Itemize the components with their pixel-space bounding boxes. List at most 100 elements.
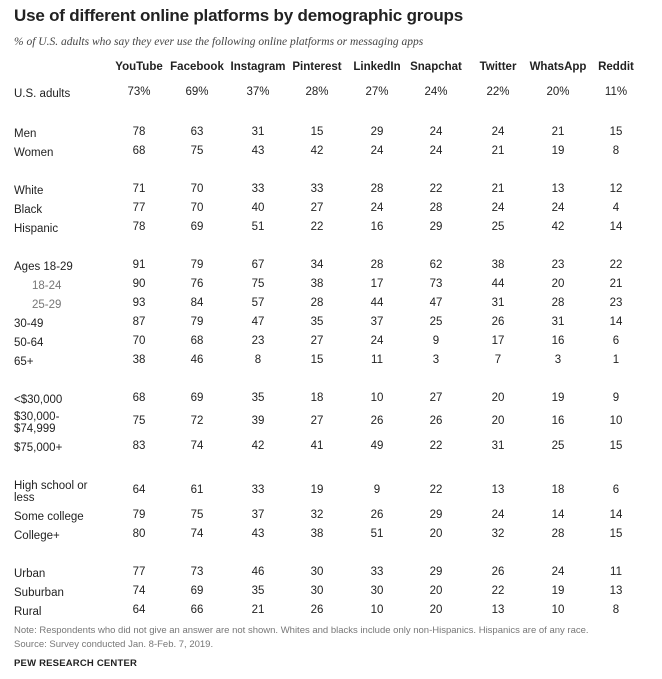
table-cell: 66 [190, 604, 204, 616]
table-cell: 29 [370, 126, 384, 138]
table-cell: 51 [370, 528, 384, 540]
table-cell: 41 [310, 440, 324, 452]
table-cell: 14 [609, 509, 623, 521]
row-label: White [14, 185, 44, 197]
table-cell: 40 [251, 202, 265, 214]
table-cell: 29 [429, 566, 443, 578]
table-cell: 24 [491, 202, 505, 214]
table-cell: 10 [551, 604, 565, 616]
table-cell: 69% [185, 86, 209, 98]
table-cell: 28 [370, 183, 384, 195]
table-cell: 79 [190, 259, 204, 271]
table-cell: 79 [132, 509, 146, 521]
table-cell: 84 [190, 297, 204, 309]
table-cell: 10 [609, 415, 623, 427]
table-cell: 22 [429, 484, 443, 496]
table-cell: 15 [609, 126, 623, 138]
table-cell: 74 [190, 440, 204, 452]
table-cell: 47 [429, 297, 443, 309]
table-cell: 24 [429, 145, 443, 157]
row-label-line: $74,999 [14, 423, 56, 435]
row-label: Ages 18-29 [14, 261, 73, 273]
column-header: Facebook [170, 61, 224, 73]
table-cell: 18 [310, 392, 324, 404]
table-cell: 35 [251, 392, 265, 404]
table-cell: 37 [370, 316, 384, 328]
table-cell: 37% [246, 86, 270, 98]
table-cell: 24 [370, 145, 384, 157]
table-cell: 67 [251, 259, 265, 271]
row-label: Black [14, 204, 43, 216]
table-cell: 44 [370, 297, 384, 309]
table-cell: 4 [612, 202, 620, 214]
table-cell: 34 [310, 259, 324, 271]
table-cell: 18 [551, 484, 565, 496]
row-label: Some college [14, 511, 84, 523]
row-label: U.S. adults [14, 88, 71, 100]
column-header: Twitter [479, 61, 517, 73]
table-cell: 20 [429, 528, 443, 540]
table-cell: 22 [429, 440, 443, 452]
table-cell: 16 [370, 221, 384, 233]
table-cell: 38 [310, 528, 324, 540]
table-cell: 22% [486, 86, 510, 98]
table-cell: 15 [310, 354, 324, 366]
table-cell: 26 [370, 415, 384, 427]
table-cell: 62 [429, 259, 443, 271]
row-label: 25-29 [32, 299, 62, 311]
table-cell: 26 [491, 316, 505, 328]
row-label: 65+ [14, 356, 34, 368]
table-cell: 19 [551, 145, 565, 157]
table-cell: 27 [429, 392, 443, 404]
table-cell: 46 [251, 566, 265, 578]
chart-subtitle: % of U.S. adults who say they ever use t… [14, 36, 424, 48]
table-cell: 42 [551, 221, 565, 233]
table-cell: 3 [554, 354, 562, 366]
table-cell: 75 [132, 415, 146, 427]
table-cell: 38 [132, 354, 146, 366]
table-cell: 80 [132, 528, 146, 540]
table-cell: 22 [310, 221, 324, 233]
table-cell: 38 [491, 259, 505, 271]
table-cell: 49 [370, 440, 384, 452]
table-cell: 20% [546, 86, 570, 98]
table-cell: 26 [310, 604, 324, 616]
table-cell: 32 [491, 528, 505, 540]
table-cell: 30 [310, 566, 324, 578]
table-cell: 30 [370, 585, 384, 597]
table-cell: 64 [132, 604, 146, 616]
table-cell: 9 [612, 392, 620, 404]
table-cell: 27 [310, 415, 324, 427]
table-cell: 30 [310, 585, 324, 597]
table-cell: 28% [305, 86, 329, 98]
column-header: Reddit [598, 61, 634, 73]
table-cell: 77 [132, 202, 146, 214]
row-label-line: High school or [14, 480, 88, 492]
table-cell: 24% [424, 86, 448, 98]
column-header: LinkedIn [353, 61, 401, 73]
row-label: $75,000+ [14, 442, 63, 454]
chart-title: Use of different online platforms by dem… [14, 6, 463, 25]
table-cell: 70 [132, 335, 146, 347]
table-cell: 15 [609, 440, 623, 452]
table-cell: 31 [491, 297, 505, 309]
brand-logo: PEW RESEARCH CENTER [14, 658, 138, 669]
footnote: Note: Respondents who did not give an an… [14, 625, 589, 636]
table-cell: 21 [251, 604, 265, 616]
table-cell: 42 [251, 440, 265, 452]
table-cell: 68 [132, 392, 146, 404]
table-cell: 28 [429, 202, 443, 214]
table-cell: 64 [132, 484, 146, 496]
row-label: High school or less [14, 480, 88, 504]
table-cell: 22 [609, 259, 623, 271]
row-label: Rural [14, 606, 42, 618]
table-cell: 12 [609, 183, 623, 195]
table-cell: 83 [132, 440, 146, 452]
table-cell: 31 [491, 440, 505, 452]
table-cell: 27 [310, 202, 324, 214]
table-cell: 21 [609, 278, 623, 290]
table-cell: 7 [494, 354, 502, 366]
table-cell: 28 [310, 297, 324, 309]
table-cell: 25 [491, 221, 505, 233]
table-cell: 78 [132, 221, 146, 233]
